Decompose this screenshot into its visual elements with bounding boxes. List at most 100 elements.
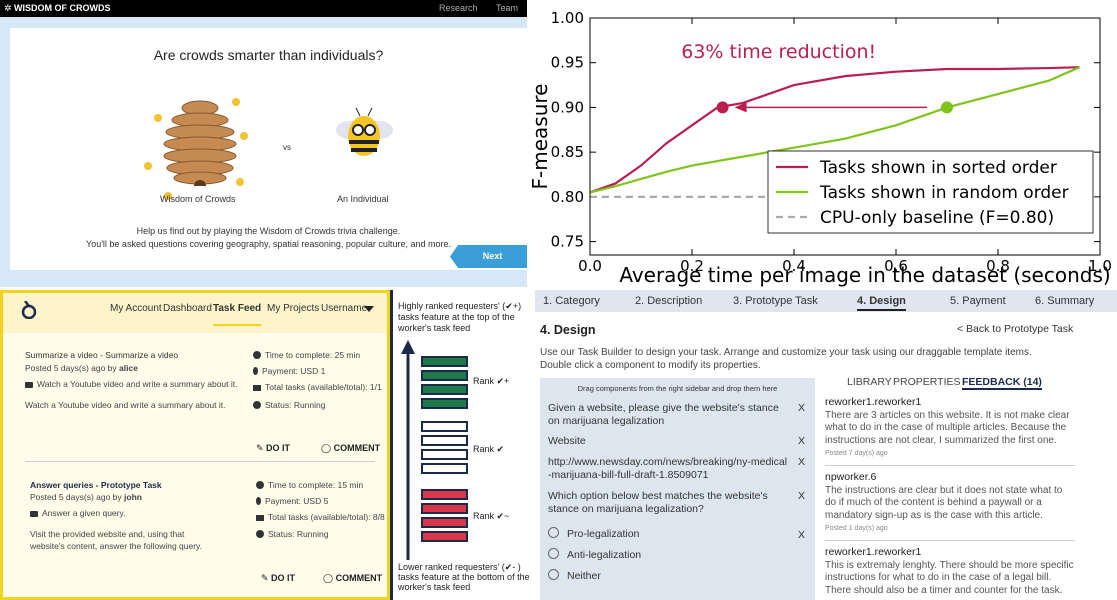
annotation-arrow-head — [734, 102, 747, 113]
vs-label: vs — [283, 143, 291, 152]
task-title: Summarize a video - Summarize a video — [25, 350, 179, 360]
y-axis-label: F-measure — [528, 84, 552, 190]
shape: Watch a Youtube video and write a summar… — [25, 379, 238, 389]
nav-link[interactable]: Research — [439, 3, 478, 13]
sidebar-tab[interactable]: LIBRARY — [847, 376, 892, 388]
tab[interactable]: 6. Summary — [1035, 295, 1095, 307]
details: Watch a Youtube video and write a summar… — [25, 400, 226, 410]
icon — [253, 367, 258, 375]
posted: Posted 5 days(s) ago by — [25, 363, 117, 373]
feedback-item: reworker1.reworker1 This is extremaly le… — [825, 546, 1075, 597]
plot-frame — [589, 17, 1101, 256]
shape: Posted 5 days(s) ago by alice — [25, 363, 138, 373]
shape: Time to complete: 15 min — [256, 480, 363, 490]
option: Pro-legalization — [567, 528, 640, 540]
payment: Payment: USD 5 — [265, 496, 329, 506]
shape — [194, 180, 206, 186]
remove-button[interactable]: X — [798, 402, 806, 414]
x-tick-label: 0.6 — [884, 257, 908, 275]
nav-link[interactable]: My Account — [110, 303, 162, 314]
remove-button[interactable]: X — [798, 456, 806, 468]
annotation: 63% time reduction! — [681, 41, 876, 63]
do-it-button[interactable]: ✎ DO IT — [256, 443, 291, 453]
design-panel: 1. Category 2. Description 3. Prototype … — [535, 290, 1117, 600]
icon — [256, 481, 264, 489]
sidebar-tab[interactable]: PROPERTIES — [893, 376, 961, 388]
option: Neither — [567, 570, 601, 582]
rank-graphic — [401, 340, 468, 560]
feedback-text: This is extremaly lenghty. There should … — [825, 559, 1074, 596]
shape — [154, 114, 162, 122]
tab[interactable]: 2. Description — [635, 295, 703, 307]
y-tick-label: 0.85 — [551, 143, 584, 161]
icon — [253, 385, 261, 391]
y-tick-label: 1.00 — [551, 9, 584, 27]
intro: Double click a component to modify its p… — [540, 360, 761, 371]
shape: Neither — [548, 569, 601, 582]
shape — [232, 98, 240, 106]
intro-card: Are crowds smarter than individuals? Wis… — [10, 28, 527, 270]
time: Time to complete: 15 min — [268, 480, 364, 490]
shape — [421, 531, 468, 542]
feedback-author: reworker1.reworker1 — [825, 546, 922, 558]
shape: Payment: USD 5 — [256, 496, 328, 506]
shape: Total tasks (available/total): 1/1 — [253, 382, 382, 392]
separator — [390, 290, 393, 600]
remove-button[interactable]: X — [798, 435, 806, 447]
legend-label: Tasks shown in sorted order — [819, 158, 1057, 178]
shape — [421, 503, 468, 514]
comment-label: COMMENT — [335, 573, 383, 583]
nav-link-active[interactable]: Task Feed — [213, 303, 262, 326]
icon — [256, 530, 264, 538]
marker — [716, 101, 729, 114]
tab[interactable]: 1. Category — [543, 295, 600, 307]
header-bar: ✲ WISDOM OF CROWDS Research Team — [0, 0, 527, 17]
nav-link[interactable]: My Projects — [267, 303, 320, 314]
shape — [164, 192, 172, 200]
component: http://www.newsday.com/news/breaking/ny-… — [548, 456, 788, 481]
description: Help us find out by playing the Wisdom o… — [136, 226, 401, 236]
shape — [364, 306, 374, 312]
x-tick-label: 0.8 — [986, 257, 1010, 275]
shape — [421, 463, 468, 474]
remove-button[interactable]: X — [798, 529, 806, 541]
nav-link[interactable]: Dashboard — [163, 303, 212, 314]
back-link[interactable]: < Back to Prototype Task — [957, 323, 1074, 335]
nav-link[interactable]: Team — [496, 3, 519, 13]
nav-link[interactable]: Username — [321, 303, 368, 314]
feedback-posted: Posted 7 day(s) ago — [825, 450, 888, 457]
feedback-item: reworker1.reworker1 There are 3 articles… — [825, 396, 1075, 466]
status: Status: Running — [268, 529, 329, 539]
do-it-button[interactable]: ✎ DO IT — [261, 573, 296, 583]
sidebar-tab-active[interactable]: FEEDBACK (14) — [962, 376, 1042, 390]
feedback-item: npworker.6 The instructions are clear bu… — [825, 471, 1075, 541]
logo — [21, 301, 37, 319]
next-button[interactable]: Next — [482, 251, 503, 261]
feedback-posted: Posted 1 day(s) ago — [825, 525, 888, 532]
comment-button[interactable]: ◯ COMMENT — [321, 443, 381, 453]
tab[interactable]: 3. Prototype Task — [733, 295, 818, 307]
y-tick-label: 0.80 — [551, 188, 584, 206]
x-tick-label: 0.0 — [578, 257, 602, 275]
shape — [421, 356, 468, 367]
tab-active[interactable]: 4. Design — [857, 295, 906, 311]
marker — [941, 101, 953, 114]
rank-label: Rank ✔ — [473, 444, 505, 454]
shape — [421, 449, 468, 460]
time: Time to complete: 25 min — [265, 350, 361, 360]
chart: 0.0 0.2 0.4 0.6 0.8 1.0 0.75 0.80 0.85 0.90 0.95 1.… — [528, 9, 1112, 287]
divider — [825, 539, 1075, 541]
summary: Watch a Youtube video and write a summar… — [37, 379, 238, 389]
description: You'll be asked questions covering geogr… — [86, 239, 451, 249]
remove-button[interactable]: X — [798, 490, 806, 502]
shape — [421, 489, 468, 500]
comment-button[interactable]: ◯ COMMENT — [323, 573, 383, 583]
shape — [240, 132, 248, 140]
component: Which option below best matches the webs… — [548, 490, 768, 515]
shape: Total tasks (available/total): 8/8 — [256, 512, 385, 522]
posted: Posted 5 days(s) ago by — [30, 492, 122, 502]
tab[interactable]: 5. Payment — [950, 295, 1006, 307]
shape — [144, 162, 152, 170]
left-label: Wisdom of Crowds — [160, 194, 236, 204]
